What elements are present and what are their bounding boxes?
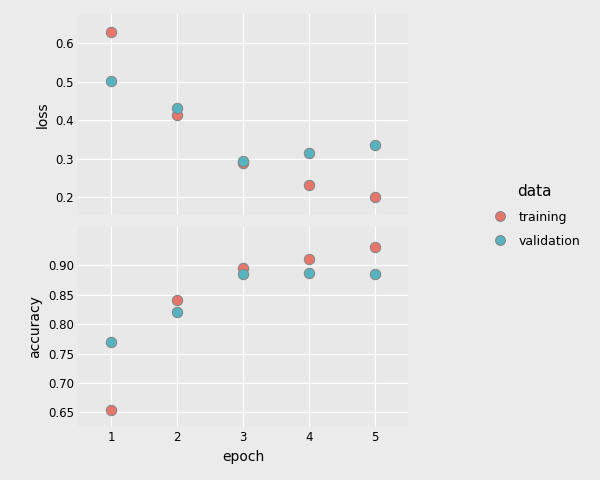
Point (370, 270, 380, 278)
Point (304, 181, 314, 189)
Point (106, 77, 116, 84)
Point (106, 28, 116, 36)
X-axis label: epoch: epoch (222, 450, 264, 464)
Point (238, 159, 248, 167)
Legend: training, validation: training, validation (478, 174, 591, 258)
Point (172, 111, 182, 119)
Y-axis label: loss: loss (35, 101, 50, 128)
Y-axis label: accuracy: accuracy (28, 296, 42, 359)
Point (370, 193, 380, 201)
Point (106, 338, 116, 346)
Point (304, 149, 314, 157)
Point (238, 270, 248, 278)
Point (172, 104, 182, 112)
Point (304, 269, 314, 276)
Point (370, 142, 380, 149)
Point (304, 255, 314, 263)
Point (106, 406, 116, 413)
Point (172, 309, 182, 316)
Point (238, 157, 248, 165)
Point (370, 243, 380, 251)
Point (172, 297, 182, 304)
Point (238, 264, 248, 272)
